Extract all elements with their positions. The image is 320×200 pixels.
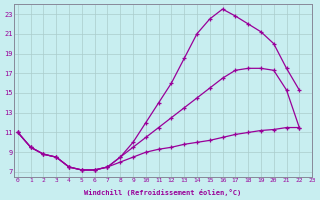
X-axis label: Windchill (Refroidissement éolien,°C): Windchill (Refroidissement éolien,°C) <box>84 189 242 196</box>
